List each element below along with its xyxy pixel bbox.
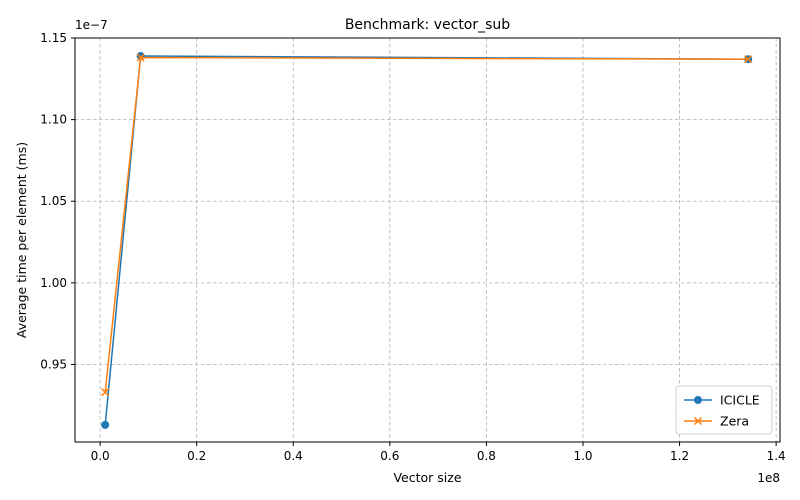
y-tick-label: 1.05	[40, 194, 67, 208]
data-point	[101, 420, 110, 429]
plot-frame	[74, 37, 781, 443]
series-icicle	[101, 51, 753, 429]
y-axis-label: Average time per element (ms)	[14, 142, 29, 338]
y-tick-label: 1.00	[40, 276, 67, 290]
data-point	[136, 53, 145, 62]
y-tick-label: 1.10	[40, 113, 67, 127]
y-tick-label: 1.15	[40, 31, 67, 45]
legend-marker	[694, 396, 702, 404]
y-scale-label: 1e−7	[75, 18, 108, 32]
chart-title: Benchmark: vector_sub	[345, 17, 510, 33]
series-line	[104, 56, 749, 393]
x-tick-label: 0.0	[91, 449, 110, 463]
x-axis-label: Vector size	[393, 470, 461, 485]
y-tick-label: 0.95	[40, 357, 67, 371]
x-tick-label: 0.8	[477, 449, 496, 463]
x-tick-label: 1.4	[767, 449, 786, 463]
x-tick-label: 1.2	[670, 449, 689, 463]
x-tick-label: 1.0	[573, 449, 592, 463]
legend-marker	[693, 416, 703, 426]
series-line	[104, 55, 749, 425]
x-tick-label: 0.2	[187, 449, 206, 463]
series-zera	[101, 53, 753, 397]
ticks-layer: 0.0 0.2 0.4 0.6 0.8 1.0 1.2 1.4 0.95 1.00 1.05 1.10…	[40, 31, 785, 463]
x-scale-label: 1e8	[757, 471, 780, 485]
legend-label: ICICLE	[720, 393, 760, 408]
data-point	[744, 55, 753, 64]
series-layer	[101, 51, 753, 429]
x-tick-label: 0.4	[284, 449, 303, 463]
data-point	[101, 388, 110, 397]
legend: ICICLE Zera	[675, 385, 773, 435]
legend-label: Zera	[720, 414, 749, 429]
x-tick-label: 0.6	[380, 449, 399, 463]
grid-layer	[75, 37, 780, 442]
